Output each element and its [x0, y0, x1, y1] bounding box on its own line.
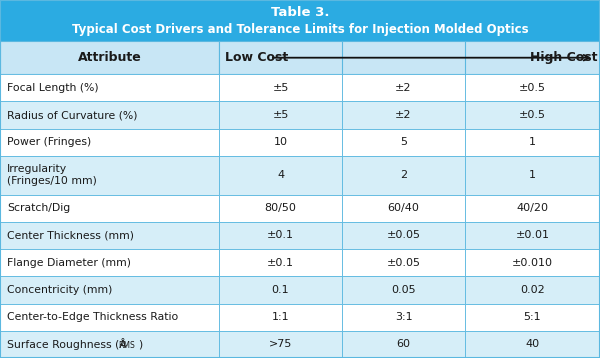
FancyBboxPatch shape — [342, 249, 465, 276]
FancyBboxPatch shape — [0, 249, 219, 276]
Text: ±0.1: ±0.1 — [267, 231, 294, 241]
FancyBboxPatch shape — [219, 195, 342, 222]
FancyBboxPatch shape — [219, 331, 342, 358]
FancyBboxPatch shape — [219, 41, 600, 74]
Text: 4: 4 — [277, 170, 284, 180]
FancyBboxPatch shape — [0, 101, 219, 129]
FancyBboxPatch shape — [342, 195, 465, 222]
Text: 5: 5 — [400, 137, 407, 147]
Text: Scratch/Dig: Scratch/Dig — [7, 203, 70, 213]
FancyBboxPatch shape — [0, 195, 219, 222]
FancyBboxPatch shape — [0, 0, 600, 41]
Text: ): ) — [138, 339, 142, 349]
Text: Flange Diameter (mm): Flange Diameter (mm) — [7, 258, 131, 268]
Text: Center-to-Edge Thickness Ratio: Center-to-Edge Thickness Ratio — [7, 312, 178, 322]
FancyBboxPatch shape — [0, 156, 219, 195]
Text: 60: 60 — [397, 339, 410, 349]
Text: ±0.05: ±0.05 — [386, 258, 421, 268]
FancyBboxPatch shape — [219, 304, 342, 331]
Text: 0.1: 0.1 — [272, 285, 289, 295]
FancyBboxPatch shape — [465, 74, 600, 101]
FancyBboxPatch shape — [465, 101, 600, 129]
FancyBboxPatch shape — [219, 129, 342, 156]
FancyBboxPatch shape — [219, 276, 342, 304]
FancyBboxPatch shape — [0, 331, 219, 358]
FancyBboxPatch shape — [342, 304, 465, 331]
FancyBboxPatch shape — [465, 276, 600, 304]
Text: >75: >75 — [269, 339, 292, 349]
Text: Attribute: Attribute — [77, 51, 142, 64]
Text: ±5: ±5 — [272, 83, 289, 93]
FancyBboxPatch shape — [342, 276, 465, 304]
Text: 3:1: 3:1 — [395, 312, 412, 322]
FancyBboxPatch shape — [342, 129, 465, 156]
Text: ±0.05: ±0.05 — [386, 231, 421, 241]
Text: ±0.1: ±0.1 — [267, 258, 294, 268]
Text: 2: 2 — [400, 170, 407, 180]
FancyBboxPatch shape — [0, 41, 219, 74]
Text: Center Thickness (mm): Center Thickness (mm) — [7, 231, 134, 241]
FancyBboxPatch shape — [342, 222, 465, 249]
Text: ±0.010: ±0.010 — [512, 258, 553, 268]
Text: 40/20: 40/20 — [517, 203, 548, 213]
Text: Concentricity (mm): Concentricity (mm) — [7, 285, 113, 295]
FancyBboxPatch shape — [465, 331, 600, 358]
Text: ±5: ±5 — [272, 110, 289, 120]
Text: RMS: RMS — [118, 341, 135, 350]
FancyBboxPatch shape — [219, 74, 342, 101]
Text: 0.02: 0.02 — [520, 285, 545, 295]
Text: ±2: ±2 — [395, 83, 412, 93]
Text: Focal Length (%): Focal Length (%) — [7, 83, 99, 93]
Text: ±0.5: ±0.5 — [519, 110, 546, 120]
FancyBboxPatch shape — [342, 331, 465, 358]
Text: Low Cost: Low Cost — [225, 51, 288, 64]
Text: 10: 10 — [274, 137, 287, 147]
FancyBboxPatch shape — [465, 249, 600, 276]
Text: 1: 1 — [529, 170, 536, 180]
Text: Surface Roughness (Å: Surface Roughness (Å — [7, 338, 127, 350]
Text: ±0.5: ±0.5 — [519, 83, 546, 93]
Text: 40: 40 — [526, 339, 539, 349]
Text: ±2: ±2 — [395, 110, 412, 120]
Text: 80/50: 80/50 — [265, 203, 296, 213]
Text: 1:1: 1:1 — [272, 312, 289, 322]
FancyBboxPatch shape — [219, 249, 342, 276]
Text: High Cost: High Cost — [530, 51, 597, 64]
Text: Radius of Curvature (%): Radius of Curvature (%) — [7, 110, 138, 120]
FancyBboxPatch shape — [0, 129, 219, 156]
FancyBboxPatch shape — [465, 304, 600, 331]
Text: Power (Fringes): Power (Fringes) — [7, 137, 91, 147]
Text: 5:1: 5:1 — [524, 312, 541, 322]
Text: Table 3.: Table 3. — [271, 6, 329, 19]
FancyBboxPatch shape — [465, 129, 600, 156]
Text: Irregularity
(Fringes/10 mm): Irregularity (Fringes/10 mm) — [7, 164, 97, 186]
FancyBboxPatch shape — [219, 101, 342, 129]
Text: 1: 1 — [529, 137, 536, 147]
Text: 0.05: 0.05 — [391, 285, 416, 295]
FancyBboxPatch shape — [0, 304, 219, 331]
Text: ±0.01: ±0.01 — [515, 231, 550, 241]
FancyBboxPatch shape — [465, 156, 600, 195]
FancyBboxPatch shape — [0, 74, 219, 101]
FancyBboxPatch shape — [342, 74, 465, 101]
Text: 60/40: 60/40 — [388, 203, 419, 213]
FancyBboxPatch shape — [219, 222, 342, 249]
FancyBboxPatch shape — [342, 156, 465, 195]
FancyBboxPatch shape — [0, 276, 219, 304]
FancyBboxPatch shape — [0, 222, 219, 249]
FancyBboxPatch shape — [465, 222, 600, 249]
FancyBboxPatch shape — [465, 195, 600, 222]
Text: Typical Cost Drivers and Tolerance Limits for Injection Molded Optics: Typical Cost Drivers and Tolerance Limit… — [71, 23, 529, 36]
FancyBboxPatch shape — [342, 101, 465, 129]
FancyBboxPatch shape — [219, 156, 342, 195]
